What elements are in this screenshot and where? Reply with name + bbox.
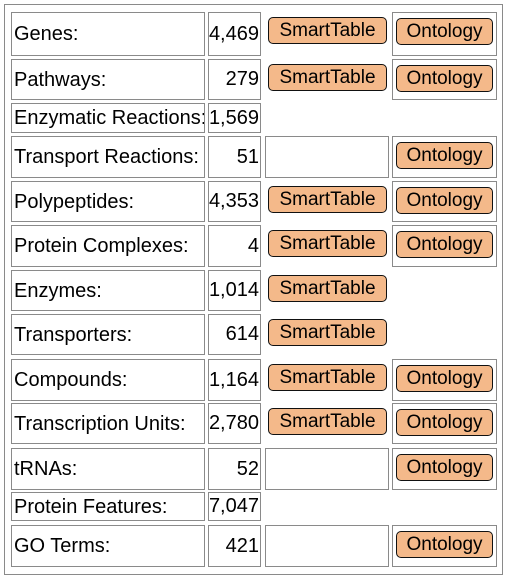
smarttable-button-protein-complexes[interactable]: SmartTable <box>268 230 387 257</box>
row-label-transporters: Transporters: <box>11 314 205 355</box>
smarttable-cell-transport-reactions <box>265 136 389 178</box>
row-count-protein-complexes: 4 <box>208 225 261 267</box>
row-count-transcription-units: 2,780 <box>208 403 261 444</box>
row-label-enzymes: Enzymes: <box>11 270 205 311</box>
stats-table <box>4 4 503 575</box>
ontology-button-transcription-units[interactable]: Ontology <box>396 409 493 436</box>
row-count-go-terms: 421 <box>208 525 261 567</box>
row-count-enzymatic-reactions: 1,569 <box>208 103 261 133</box>
smarttable-cell-go-terms <box>265 525 389 567</box>
row-count-pathways: 279 <box>208 59 261 100</box>
row-count-genes: 4,469 <box>208 12 261 56</box>
smarttable-cell-trnas <box>265 448 389 490</box>
ontology-button-genes[interactable]: Ontology <box>396 18 493 45</box>
row-label-transport-reactions: Transport Reactions: <box>11 136 205 178</box>
smarttable-button-pathways[interactable]: SmartTable <box>268 64 387 91</box>
row-label-transcription-units: Transcription Units: <box>11 403 205 444</box>
ontology-button-trnas[interactable]: Ontology <box>396 454 493 481</box>
row-count-compounds: 1,164 <box>208 359 261 401</box>
row-count-trnas: 52 <box>208 448 261 490</box>
row-label-pathways: Pathways: <box>11 59 205 100</box>
row-label-genes: Genes: <box>11 12 205 56</box>
ontology-button-transport-reactions[interactable]: Ontology <box>396 142 493 169</box>
ontology-button-protein-complexes[interactable]: Ontology <box>396 231 493 258</box>
row-label-go-terms: GO Terms: <box>11 525 205 567</box>
smarttable-button-compounds[interactable]: SmartTable <box>268 364 387 391</box>
row-count-polypeptides: 4,353 <box>208 181 261 222</box>
row-label-protein-features: Protein Features: <box>11 492 205 521</box>
row-label-compounds: Compounds: <box>11 359 205 401</box>
ontology-button-pathways[interactable]: Ontology <box>396 65 493 92</box>
smarttable-button-genes[interactable]: SmartTable <box>268 17 387 44</box>
smarttable-button-transcription-units[interactable]: SmartTable <box>268 408 387 435</box>
smarttable-button-polypeptides[interactable]: SmartTable <box>268 186 387 213</box>
ontology-button-go-terms[interactable]: Ontology <box>396 531 493 558</box>
smarttable-button-enzymes[interactable]: SmartTable <box>268 275 387 302</box>
row-label-enzymatic-reactions: Enzymatic Reactions: <box>11 103 205 133</box>
row-count-enzymes: 1,014 <box>208 270 261 311</box>
smarttable-button-transporters[interactable]: SmartTable <box>268 319 387 346</box>
ontology-button-compounds[interactable]: Ontology <box>396 365 493 392</box>
row-count-transporters: 614 <box>208 314 261 355</box>
row-count-protein-features: 7,047 <box>208 492 261 521</box>
row-label-trnas: tRNAs: <box>11 448 205 490</box>
row-label-protein-complexes: Protein Complexes: <box>11 225 205 267</box>
ontology-button-polypeptides[interactable]: Ontology <box>396 187 493 214</box>
row-count-transport-reactions: 51 <box>208 136 261 178</box>
row-label-polypeptides: Polypeptides: <box>11 181 205 222</box>
